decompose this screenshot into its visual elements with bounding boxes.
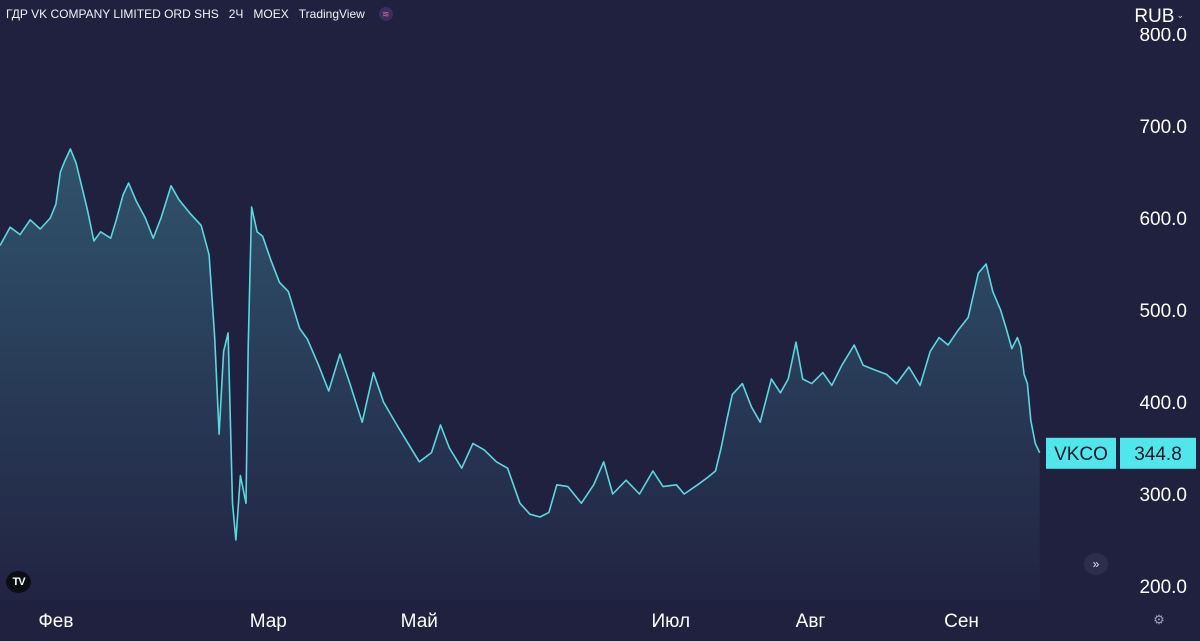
currency-label: RUB <box>1134 6 1175 27</box>
y-tick-label: 400.0 <box>1139 393 1187 414</box>
chevron-down-icon: ⌄ <box>1176 10 1184 20</box>
y-tick-label: 300.0 <box>1139 485 1187 506</box>
price-series-line[interactable] <box>0 148 1041 541</box>
double-chevron-right-icon: » <box>1092 557 1100 571</box>
y-tick-label: 700.0 <box>1139 117 1187 138</box>
x-tick-label: Сен <box>944 611 979 632</box>
y-tick-label: 600.0 <box>1139 209 1187 230</box>
x-tick-label: Фев <box>38 611 73 632</box>
x-tick-label: Май <box>401 611 438 632</box>
currency-selector[interactable]: RUB ⌄ <box>1130 6 1184 28</box>
y-tick-label: 200.0 <box>1139 577 1187 598</box>
x-tick-label: Мар <box>250 611 287 632</box>
chart-header: ГДР VK COMPANY LIMITED ORD SHS 2Ч MOEX T… <box>6 5 393 23</box>
last-price-badge <box>1120 437 1196 469</box>
ticker-badge <box>1046 437 1116 469</box>
last-price-label: 344.8 <box>1134 444 1182 465</box>
y-tick-label: 800.0 <box>1139 25 1187 46</box>
exchange-label: MOEX <box>253 7 289 21</box>
tradingview-logo-icon[interactable]: TV <box>6 571 31 593</box>
scroll-to-realtime-button[interactable]: » <box>1084 553 1108 575</box>
x-tick-label: Июл <box>652 611 691 632</box>
gear-icon[interactable]: ⚙ <box>1153 612 1165 627</box>
interval-label[interactable]: 2Ч <box>228 7 244 21</box>
ticker-badge-label: VKCO <box>1054 444 1108 465</box>
tradingview-badge-icon: ≋ <box>378 7 393 21</box>
y-tick-label: 500.0 <box>1139 301 1187 322</box>
symbol-name: ГДР VK COMPANY LIMITED ORD SHS <box>6 7 219 21</box>
source-label: TradingView <box>298 7 365 21</box>
price-area-fill <box>0 149 1040 600</box>
x-tick-label: Авг <box>796 611 826 632</box>
